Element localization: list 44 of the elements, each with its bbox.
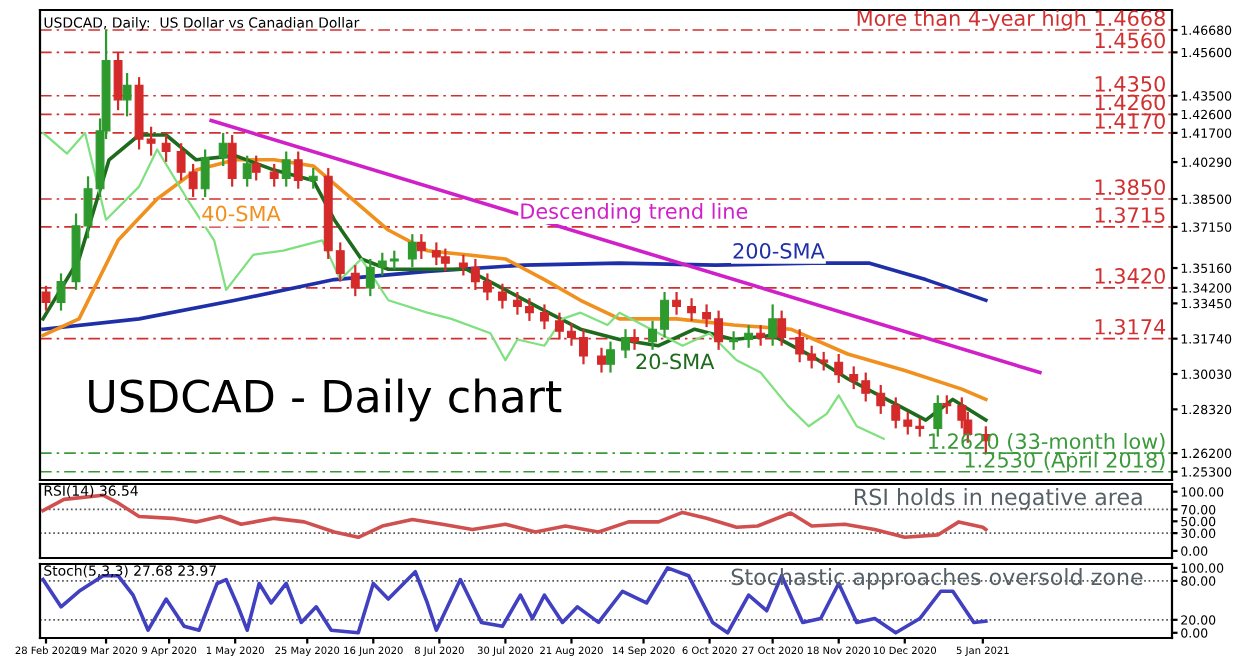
ref-line-label: 1.4350	[1095, 75, 1165, 92]
candlestick	[200, 148, 210, 199]
ref-line-label: 1.4560	[1095, 32, 1165, 49]
candlestick	[251, 154, 261, 182]
candlestick	[630, 328, 639, 351]
candlestick	[281, 150, 291, 188]
candlestick	[416, 233, 426, 261]
candlestick	[729, 330, 739, 351]
candlestick	[597, 346, 606, 374]
candlestick	[242, 154, 252, 188]
ref-line-label: 1.3850	[1095, 179, 1165, 195]
text: USDCAD - Daily chart	[89, 378, 562, 422]
candlestick	[308, 166, 318, 190]
candlestick	[876, 383, 886, 415]
annotation: RSI holds in negative area	[854, 488, 1142, 510]
ref-line-label: More than 4-year high 1.4668	[857, 9, 1165, 31]
series-label: 40-SMA	[202, 205, 281, 222]
series-label: 20-SMA	[636, 353, 715, 370]
candlestick	[606, 340, 615, 374]
candlestick	[687, 297, 697, 323]
line-series	[41, 261, 988, 331]
candlestick	[440, 247, 450, 273]
candlestick	[744, 323, 754, 349]
candlestick	[539, 303, 549, 331]
candlestick	[942, 394, 952, 415]
candlestick	[56, 272, 66, 312]
line-series	[41, 133, 988, 422]
candlestick	[407, 233, 417, 269]
candlestick	[269, 162, 279, 188]
annotation: Stochastic approaches oversold zone	[731, 568, 1143, 590]
ref-line-label: 1.3715	[1095, 207, 1165, 223]
ref-line-label: 1.3420	[1095, 268, 1165, 284]
candlestick	[218, 131, 228, 168]
candlestick	[227, 133, 237, 188]
candlestick	[768, 303, 778, 347]
ref-line-label: 1.3174	[1095, 318, 1166, 335]
line-series	[41, 131, 885, 440]
line-series	[41, 566, 988, 635]
candlestick	[293, 150, 303, 190]
candlestick	[122, 71, 132, 118]
candlestick	[834, 352, 844, 385]
series-label: Descending trend line	[521, 202, 748, 224]
candlestick	[621, 328, 630, 360]
series-label: 200-SMA	[733, 242, 825, 259]
